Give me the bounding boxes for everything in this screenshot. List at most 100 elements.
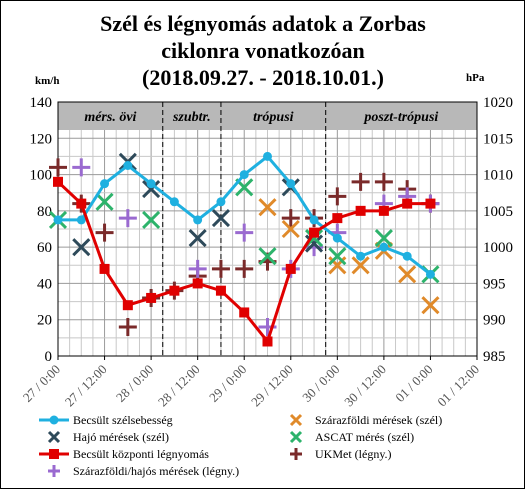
series-layer	[48, 151, 440, 347]
data-point	[99, 263, 110, 274]
data-point	[309, 215, 319, 225]
data-point	[285, 263, 296, 274]
data-point	[169, 197, 179, 207]
y-left-tick-label: 100	[30, 168, 53, 184]
legend-label: Becsült szélsebesség	[73, 413, 173, 427]
x-tick-label: 01 / 12:00	[434, 362, 482, 410]
legend-marker	[289, 430, 303, 444]
data-point	[281, 219, 300, 239]
data-point	[355, 205, 366, 216]
x-tick-label: 01 / 0:00	[392, 362, 435, 405]
y-right-tick-label: 1005	[483, 204, 513, 220]
legend-item: Becsült szélsebesség	[39, 413, 173, 427]
data-point	[235, 259, 254, 278]
phase-label: poszt-trópusi	[363, 110, 438, 125]
left-axis-unit: km/h	[35, 75, 59, 87]
data-point	[192, 278, 203, 289]
phase-band: mérs. övi szubtr. trópusi poszt-trópusi	[58, 102, 477, 356]
x-tick-label: 29 / 0:00	[206, 362, 249, 405]
legend: Becsült szélsebesség Szárazföldi mérések …	[39, 413, 442, 478]
y-left-tick-label: 80	[37, 204, 52, 220]
data-point	[215, 285, 226, 296]
data-point	[398, 265, 417, 284]
data-point	[328, 187, 347, 206]
series-becsult-kozponti-legnyomas	[53, 176, 436, 347]
data-point	[53, 215, 63, 225]
data-point	[188, 259, 207, 278]
data-point	[286, 179, 296, 189]
phase-label: szubtr.	[172, 110, 211, 125]
data-point	[332, 213, 343, 224]
legend-label: Szárazföldi mérések (szél)	[315, 413, 442, 427]
data-point	[263, 151, 272, 161]
legend-marker	[48, 465, 60, 477]
legend-label: ASCAT mérés (szél)	[315, 430, 414, 444]
data-point	[142, 180, 161, 199]
data-point	[258, 198, 277, 217]
legend-marker	[289, 413, 303, 427]
y-right-tick-label: 1000	[483, 240, 513, 256]
data-point	[235, 223, 254, 242]
legend-label: Szárazföldi/hajós mérések (légny.)	[73, 464, 239, 478]
data-point	[53, 176, 63, 187]
data-point	[211, 259, 230, 278]
data-point	[332, 233, 342, 243]
chart-title-line-2: ciklonra vonatkozóan	[161, 38, 365, 63]
right-axis-unit: hPa	[466, 72, 485, 84]
data-point	[49, 158, 67, 177]
legend-marker	[49, 415, 59, 425]
data-point	[379, 242, 389, 252]
data-point	[328, 247, 347, 266]
series-hajo-meresek-szel	[72, 152, 324, 257]
legend-marker	[290, 448, 302, 460]
x-tick-label: 30 / 0:00	[299, 362, 342, 405]
data-point	[425, 198, 436, 209]
data-point	[118, 317, 137, 336]
data-point	[95, 223, 114, 242]
y-right-tick-label: 1010	[483, 168, 513, 184]
series-becsult-szelsebesseg	[53, 151, 435, 279]
phase-band-background	[58, 102, 477, 130]
data-point	[216, 197, 226, 207]
data-point	[193, 215, 203, 225]
data-point	[211, 209, 231, 228]
x-tick-label: 27 / 0:00	[20, 362, 63, 405]
data-point	[262, 336, 273, 347]
legend-label: Becsült központi légnyomás	[73, 447, 209, 461]
x-tick-label: 29 / 12:00	[248, 362, 296, 410]
data-point	[169, 285, 180, 296]
y-right-tick-label: 995	[483, 276, 506, 292]
x-tick-label: 30 / 12:00	[341, 362, 389, 410]
data-point	[281, 209, 300, 228]
data-point	[100, 179, 110, 189]
data-point	[122, 300, 133, 311]
data-point	[356, 251, 366, 261]
data-point	[72, 238, 91, 257]
legend-item: Hajó mérések (szél)	[47, 430, 169, 444]
data-point	[95, 192, 114, 211]
data-point	[378, 205, 389, 216]
plot-border	[57, 101, 478, 357]
y-right-tick-label: 990	[483, 313, 506, 329]
legend-item: Szárazföldi mérések (szél)	[289, 413, 442, 427]
legend-label: Hajó mérések (szél)	[73, 430, 169, 444]
data-point	[239, 170, 249, 180]
y-left-tick-label: 0	[45, 349, 53, 365]
y-right-tick-label: 985	[483, 349, 506, 365]
legend-item: ASCAT mérés (szél)	[289, 430, 414, 444]
legend-item: UKMet (légny.)	[290, 447, 392, 461]
y-left-tick-label: 60	[37, 240, 52, 256]
data-point	[123, 161, 133, 170]
y-left-tick-label: 140	[30, 95, 53, 111]
series-ukmet-legny	[49, 158, 440, 336]
x-tick-label: 28 / 0:00	[113, 362, 156, 405]
data-point	[374, 172, 393, 191]
legend-item: Szárazföldi/hajós mérések (légny.)	[48, 464, 239, 478]
data-point	[188, 229, 207, 248]
y-left-tick-label: 120	[30, 131, 53, 147]
chart-title-line-3: (2018.09.27. - 2018.10.01.)	[142, 65, 384, 90]
phase-label: trópusi	[253, 110, 294, 125]
data-point	[351, 172, 370, 191]
data-point	[258, 247, 277, 266]
